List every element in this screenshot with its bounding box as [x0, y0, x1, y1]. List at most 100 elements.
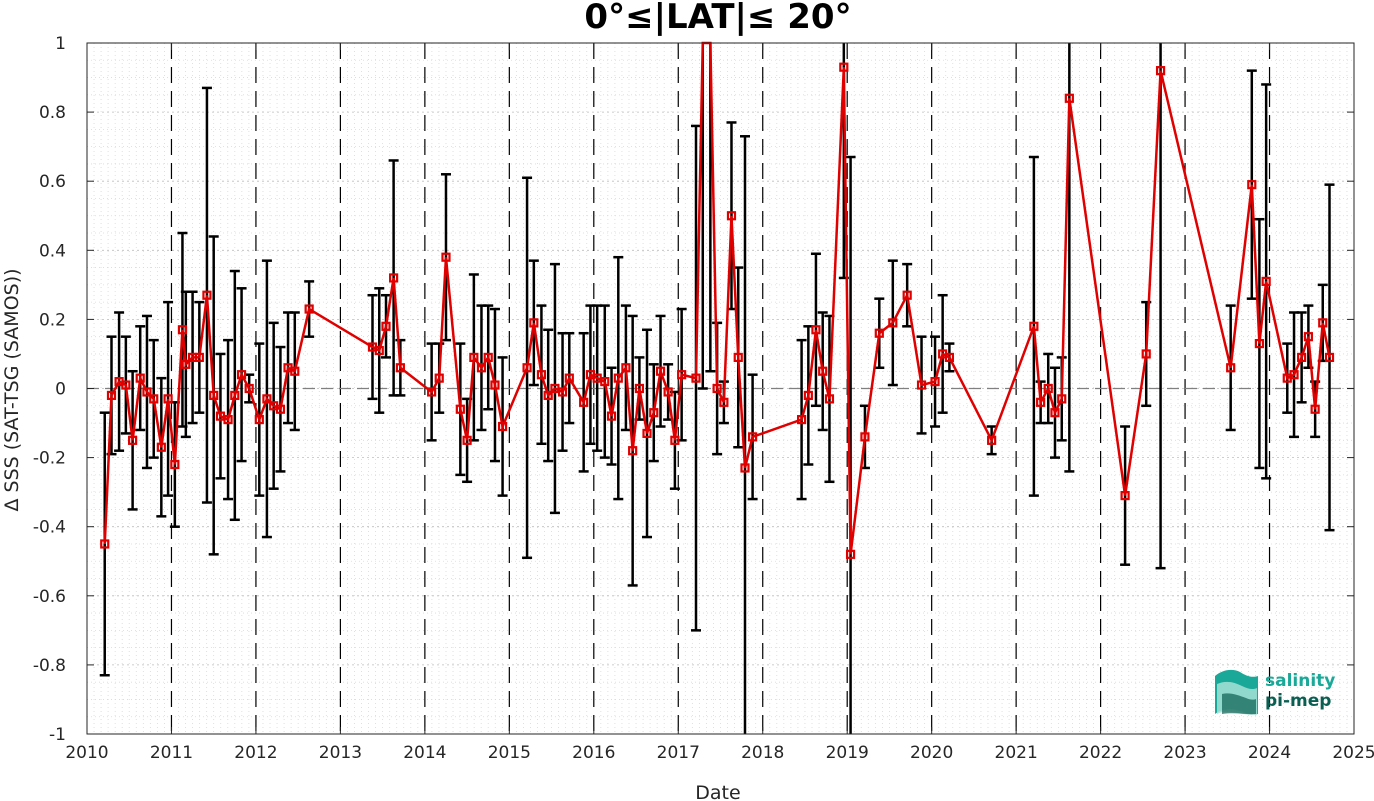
data-point — [1226, 363, 1236, 373]
x-tick-label: 2013 — [319, 743, 362, 763]
data-point — [606, 411, 617, 421]
data-point — [490, 380, 500, 390]
data-point — [1261, 276, 1271, 286]
data-point — [462, 435, 472, 445]
data-point — [374, 345, 384, 356]
data-point — [649, 408, 659, 418]
data-point — [557, 387, 568, 397]
data-point — [1050, 408, 1060, 418]
data-point — [818, 366, 828, 376]
salinity-pi-mep-logo: salinity pi-mep — [1215, 669, 1335, 715]
data-point — [1120, 491, 1130, 501]
data-point — [1029, 321, 1039, 331]
x-tick-label: 2012 — [234, 743, 277, 763]
y-axis-label: Δ SSS (SAT-TSG (SAMOS)) — [1, 268, 23, 511]
series-markers — [100, 62, 1335, 559]
y-tick-label: -1 — [49, 725, 66, 745]
data-point — [1247, 180, 1257, 190]
data-point — [796, 414, 807, 425]
data-point — [621, 363, 631, 373]
data-point — [1141, 349, 1151, 359]
data-point — [395, 363, 405, 373]
data-point — [691, 373, 701, 383]
x-tick-label: 2016 — [572, 743, 615, 763]
y-tick-label: 0.2 — [39, 310, 66, 330]
data-point — [1318, 318, 1328, 328]
data-point — [128, 435, 138, 445]
data-point — [579, 397, 589, 407]
data-point — [121, 380, 131, 390]
data-point — [663, 387, 673, 397]
y-tick-label: 1 — [55, 34, 66, 54]
data-point — [106, 390, 117, 401]
data-point — [1297, 352, 1307, 363]
data-point — [747, 432, 758, 442]
data-point — [1155, 66, 1166, 76]
data-point — [677, 370, 687, 380]
y-tick-label: 0.6 — [39, 172, 66, 192]
data-point — [803, 390, 813, 401]
x-tick-label: 2017 — [657, 743, 700, 763]
x-tick-label: 2019 — [826, 743, 869, 763]
data-point — [142, 387, 152, 397]
x-tick-label: 2010 — [65, 743, 108, 763]
data-point — [223, 414, 233, 425]
x-tick-label: 2018 — [741, 743, 784, 763]
data-point — [441, 252, 451, 262]
data-point — [483, 352, 493, 363]
data-point — [600, 376, 610, 387]
data-point — [916, 380, 927, 390]
x-tick-label: 2014 — [403, 743, 446, 763]
y-tick-label: -0.4 — [33, 518, 66, 538]
data-point — [726, 211, 737, 221]
data-point — [987, 435, 997, 445]
x-tick-label: 2011 — [150, 743, 193, 763]
data-point — [434, 373, 444, 383]
wave-logo-icon — [1215, 669, 1258, 715]
data-point — [469, 352, 479, 363]
data-point — [135, 373, 145, 383]
data-point — [930, 376, 940, 387]
data-point — [290, 366, 300, 376]
data-point — [1064, 93, 1074, 103]
data-point — [860, 432, 870, 442]
data-point — [824, 394, 835, 404]
data-point — [845, 549, 856, 559]
data-point — [634, 383, 645, 394]
data-point — [1324, 352, 1335, 363]
data-point — [244, 383, 254, 394]
data-point — [177, 325, 188, 335]
x-tick-label: 2023 — [1163, 743, 1206, 763]
data-point — [839, 62, 849, 72]
data-point — [1254, 338, 1264, 349]
data-point — [254, 414, 264, 425]
x-tick-labels: 2010 2011 2012 2013 2014 2015 2016 2017 2018 2019… — [65, 743, 1374, 763]
logo-text-pi-mep: pi-mep — [1265, 691, 1331, 711]
data-point — [455, 404, 465, 414]
y-tick-label: -0.8 — [33, 656, 66, 676]
data-point — [427, 387, 437, 397]
data-point — [163, 394, 173, 404]
x-tick-label: 2024 — [1248, 743, 1291, 763]
data-point — [733, 352, 743, 363]
data-point — [304, 304, 314, 314]
y-tick-label: 0.4 — [39, 241, 66, 261]
data-point — [670, 435, 680, 445]
data-point — [543, 390, 553, 401]
data-point — [888, 318, 898, 328]
y-tick-label: -0.6 — [33, 587, 66, 607]
data-point — [497, 421, 508, 432]
data-point — [613, 373, 623, 383]
axis-ticks — [86, 42, 1355, 735]
data-point — [564, 373, 574, 383]
data-point — [236, 370, 247, 380]
data-point — [811, 325, 821, 335]
data-point — [944, 352, 955, 363]
data-point — [262, 394, 272, 404]
data-point — [902, 290, 912, 300]
data-point — [1043, 383, 1053, 394]
x-tick-label: 2021 — [995, 743, 1038, 763]
y-tick-label: 0.8 — [39, 103, 66, 123]
data-point — [230, 390, 240, 401]
